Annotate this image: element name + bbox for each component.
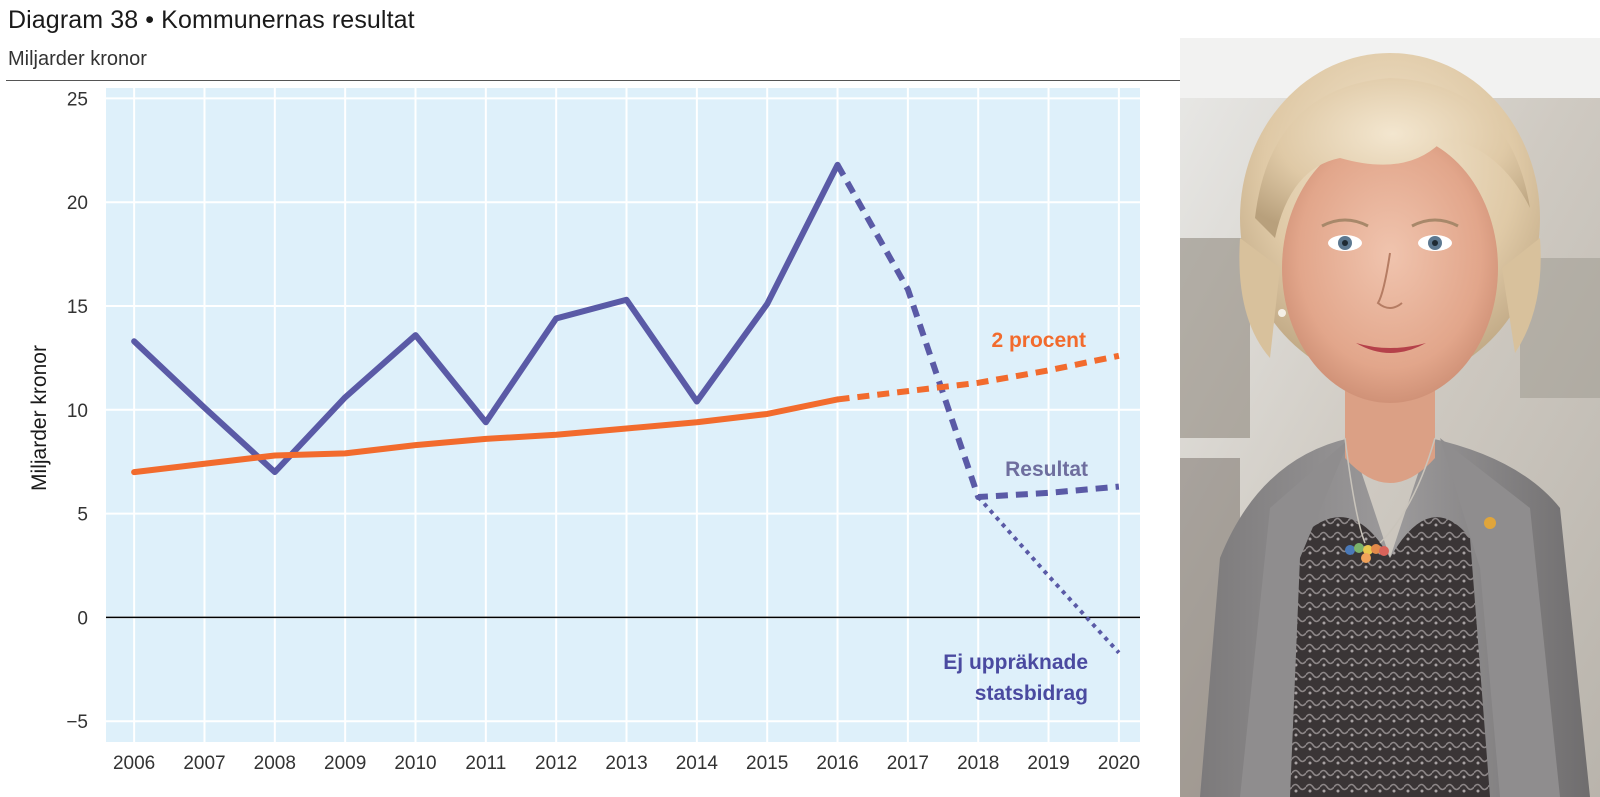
annotation-resultat: Resultat xyxy=(1005,458,1088,481)
y-tick-label: −5 xyxy=(66,712,88,733)
y-axis-label: Miljarder kronor xyxy=(28,345,51,491)
x-tick-label: 2015 xyxy=(746,753,788,774)
y-tick-label: 25 xyxy=(67,89,88,110)
y-tick-label: 20 xyxy=(67,193,88,214)
y-tick-label: 15 xyxy=(67,297,88,318)
series-2-procent-forecast xyxy=(837,352,1120,403)
x-tick-label: 2010 xyxy=(394,753,436,774)
chart-title: Diagram 38 • Kommunernas resultat xyxy=(8,6,415,34)
series-resultat-solid xyxy=(131,161,841,476)
x-tick-label: 2008 xyxy=(254,753,296,774)
annotation-2-procent: 2 procent xyxy=(991,329,1086,352)
x-tick-label: 2019 xyxy=(1027,753,1069,774)
portrait-photo xyxy=(1180,38,1600,797)
x-tick-label: 2020 xyxy=(1098,753,1140,774)
annotation-ej-upprakande-line2: statsbidrag xyxy=(975,682,1088,705)
plot-area xyxy=(106,88,1140,742)
x-tick-label: 2017 xyxy=(887,753,929,774)
x-tick-label: 2013 xyxy=(605,753,647,774)
x-tick-label: 2009 xyxy=(324,753,366,774)
annotation-ej-upprakande-line1: Ej uppräknade xyxy=(943,651,1088,674)
x-tick-label: 2012 xyxy=(535,753,577,774)
x-tick-label: 2016 xyxy=(816,753,858,774)
title-divider xyxy=(6,80,1180,81)
x-tick-label: 2011 xyxy=(465,753,506,774)
x-tick-label: 2018 xyxy=(957,753,999,774)
chart-panel: Diagram 38 • Kommunernas resultat Miljar… xyxy=(6,6,1180,774)
x-tick-label: 2007 xyxy=(183,753,225,774)
y-tick-label: 5 xyxy=(77,505,88,526)
portrait-image xyxy=(1180,38,1600,797)
chart-subtitle: Miljarder kronor xyxy=(8,48,147,70)
y-tick-label: 10 xyxy=(67,401,88,422)
series-2-procent-solid xyxy=(131,396,841,476)
y-tick-label: 0 xyxy=(77,608,88,629)
necklace-pendant xyxy=(1345,543,1389,563)
x-tick-label: 2014 xyxy=(676,753,719,774)
x-tick-label: 2006 xyxy=(113,753,155,774)
line-chart: −5 0 5 10 15 20 25 2006 2007 2008 2009 2010 2011 2012… xyxy=(28,88,1140,774)
